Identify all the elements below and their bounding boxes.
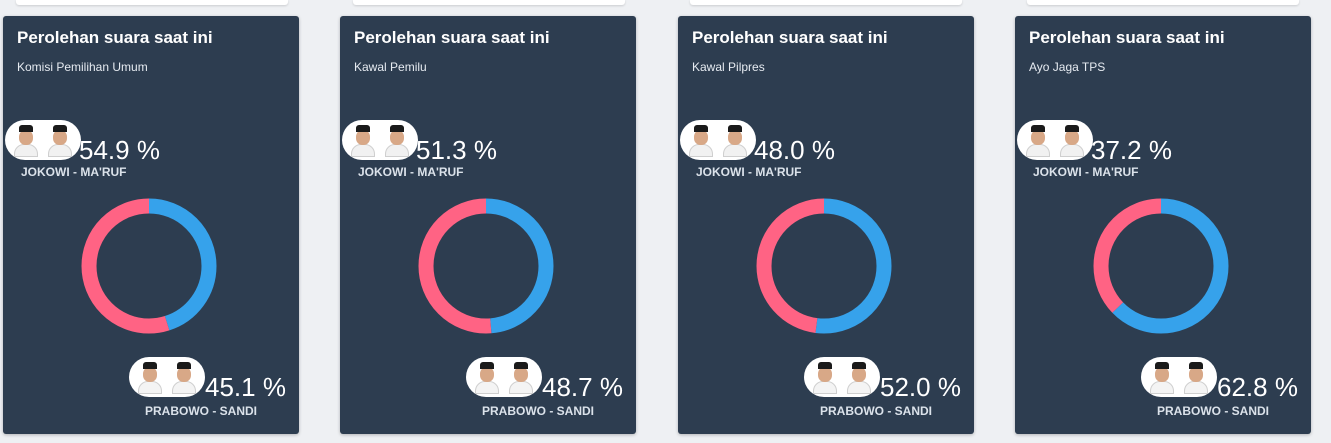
candidate-percent: 37.2 % [1091,135,1172,165]
prabowo-sandi-avatar-icon [466,357,542,397]
candidate-percent: 51.3 % [416,135,497,165]
prabowo-sandi-avatar-icon [129,357,205,397]
donut-slice-jokowi-maruf [81,198,217,334]
candidate-percent: 52.0 % [880,372,961,402]
card-title: Perolehan suara saat ini [692,28,888,47]
vote-card-kawal-pilpres: Perolehan suara saat ini Kawal Pilpres 4… [678,16,974,434]
candidate-name: JOKOWI - MA'RUF [358,165,464,179]
previous-row-cards-edge [0,0,1331,6]
candidate-name: PRABOWO - SANDI [1157,404,1269,418]
candidate-name: PRABOWO - SANDI [145,404,257,418]
card-edge [690,0,962,5]
prabowo-sandi-avatar-icon [804,357,880,397]
card-edge [353,0,625,5]
candidate-name: JOKOWI - MA'RUF [1033,165,1139,179]
candidate-percent: 48.7 % [542,372,623,402]
donut-slice-jokowi-maruf [756,198,892,334]
vote-donut-chart [1093,198,1229,334]
vote-donut-chart [756,198,892,334]
donut-slice-jokowi-maruf [418,198,554,334]
card-edge [16,0,288,5]
vote-donut-chart [418,198,554,334]
donut-slice-jokowi-maruf [1093,198,1229,334]
card-title: Perolehan suara saat ini [354,28,550,47]
candidate-name: JOKOWI - MA'RUF [21,165,127,179]
prabowo-sandi-avatar-icon [1141,357,1217,397]
candidate-name: PRABOWO - SANDI [482,404,594,418]
vote-card-kawal-pemilu: Perolehan suara saat ini Kawal Pemilu 51… [340,16,636,434]
card-source: Kawal Pilpres [692,60,765,74]
candidate-name: PRABOWO - SANDI [820,404,932,418]
vote-card-kpu: Perolehan suara saat ini Komisi Pemiliha… [3,16,299,434]
card-edge [1027,0,1299,5]
candidate-percent: 45.1 % [205,372,286,402]
candidate-name: JOKOWI - MA'RUF [696,165,802,179]
card-title: Perolehan suara saat ini [1029,28,1225,47]
vote-card-ayo-jaga-tps: Perolehan suara saat ini Ayo Jaga TPS 37… [1015,16,1311,434]
vote-donut-chart [81,198,217,334]
card-title: Perolehan suara saat ini [17,28,213,47]
candidate-percent: 62.8 % [1217,372,1298,402]
candidate-percent: 48.0 % [754,135,835,165]
jokowi-maruf-avatar-icon [342,120,418,160]
card-source: Ayo Jaga TPS [1029,60,1106,74]
jokowi-maruf-avatar-icon [680,120,756,160]
card-source: Kawal Pemilu [354,60,427,74]
jokowi-maruf-avatar-icon [1017,120,1093,160]
card-source: Komisi Pemilihan Umum [17,60,148,74]
jokowi-maruf-avatar-icon [5,120,81,160]
candidate-percent: 54.9 % [79,135,160,165]
